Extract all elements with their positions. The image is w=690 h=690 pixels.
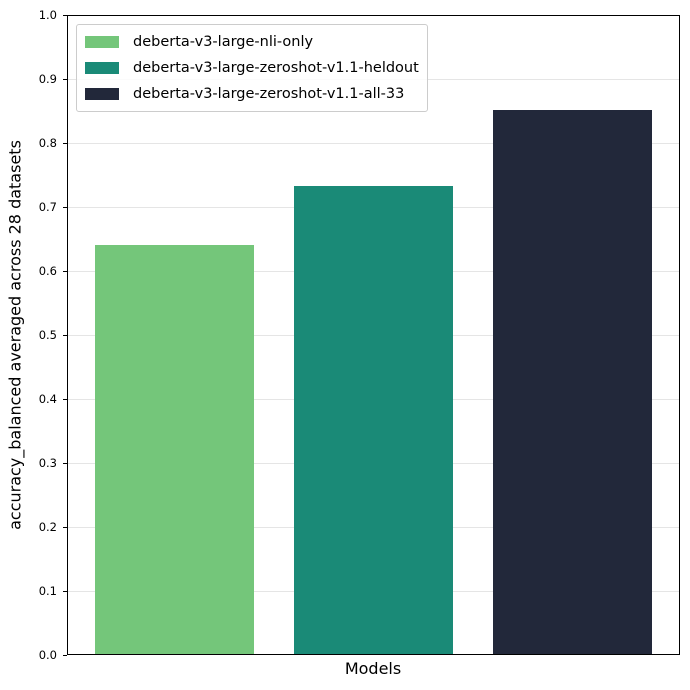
legend-label: deberta-v3-large-zeroshot-v1.1-all-33 xyxy=(133,86,405,102)
y-tick-label: 0.6 xyxy=(38,264,57,278)
y-axis-label: accuracy_balanced averaged across 28 dat… xyxy=(5,140,25,530)
y-tick-label: 1.0 xyxy=(38,8,57,22)
y-tick: 0.2 xyxy=(0,520,67,541)
y-tick: 0.7 xyxy=(0,200,67,221)
y-tick: 0.1 xyxy=(0,584,67,605)
y-tick: 0.4 xyxy=(0,392,67,413)
y-tick: 0.0 xyxy=(0,648,67,669)
y-tick: 0.6 xyxy=(0,264,67,285)
y-tick-label: 0.8 xyxy=(38,136,57,150)
y-tick-label: 0.4 xyxy=(38,392,57,406)
y-tick: 0.8 xyxy=(0,136,67,157)
legend-item: deberta-v3-large-nli-only xyxy=(85,29,419,55)
bar-1 xyxy=(95,244,254,654)
bar-3 xyxy=(493,109,652,654)
y-tick-label: 0.1 xyxy=(38,584,57,598)
y-tick: 1.0 xyxy=(0,8,67,29)
gridline xyxy=(68,143,679,144)
x-axis-label: Models xyxy=(344,659,402,678)
y-tick-label: 0.9 xyxy=(38,72,57,86)
bar-2 xyxy=(294,185,453,654)
legend-item: deberta-v3-large-zeroshot-v1.1-all-33 xyxy=(85,81,419,107)
y-tick-label: 0.0 xyxy=(38,648,57,662)
legend-label: deberta-v3-large-zeroshot-v1.1-heldout xyxy=(133,60,419,76)
y-tick: 0.5 xyxy=(0,328,67,349)
y-tick-label: 0.7 xyxy=(38,200,57,214)
legend-swatch xyxy=(85,36,119,48)
legend-swatch xyxy=(85,62,119,74)
legend-label: deberta-v3-large-nli-only xyxy=(133,34,314,50)
legend: deberta-v3-large-nli-only deberta-v3-lar… xyxy=(76,24,428,112)
y-tick: 0.3 xyxy=(0,456,67,477)
y-tick: 0.9 xyxy=(0,72,67,93)
y-tick-label: 0.3 xyxy=(38,456,57,470)
legend-swatch xyxy=(85,88,119,100)
y-tick-label: 0.2 xyxy=(38,520,57,534)
plot-area xyxy=(67,15,680,655)
legend-item: deberta-v3-large-zeroshot-v1.1-heldout xyxy=(85,55,419,81)
y-tick-label: 0.5 xyxy=(38,328,57,342)
